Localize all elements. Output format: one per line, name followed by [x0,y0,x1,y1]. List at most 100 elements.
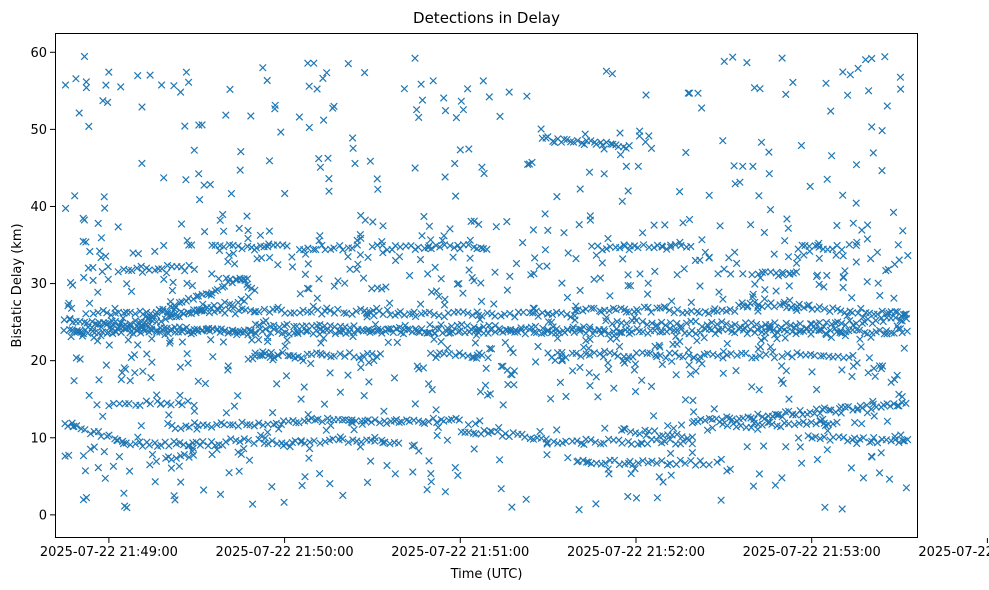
data-point [480,426,488,435]
data-point [687,242,695,251]
data-point [665,306,674,314]
data-point [437,321,445,329]
data-point [897,312,906,320]
data-point [738,162,747,171]
data-point [470,217,479,225]
data-point [779,379,787,388]
data-point [817,352,825,360]
data-point [766,418,774,426]
data-point [138,103,146,111]
data-point [859,434,868,442]
data-point [256,231,265,240]
data-point [762,350,770,359]
data-point [606,292,614,300]
data-point [358,420,367,429]
data-point [631,387,640,396]
data-point [143,350,151,358]
data-point [127,353,136,362]
data-point [209,352,217,361]
data-point [805,301,813,309]
data-point [541,245,550,254]
data-point [643,290,652,298]
data-point [689,396,697,405]
data-point [152,326,161,335]
data-point [834,352,842,361]
data-point [82,493,91,502]
data-point [832,251,840,259]
data-point [562,392,570,401]
data-point [313,85,321,93]
data-point [694,89,702,97]
data-point [413,362,422,370]
data-point [199,486,208,494]
data-point [405,417,414,426]
data-point [591,438,600,446]
data-point [815,239,823,248]
data-point [349,144,357,153]
data-point [126,376,134,385]
data-point [863,277,871,286]
data-point [778,270,787,279]
data-point [616,328,624,337]
data-point [340,309,348,317]
data-point [757,336,765,344]
data-point [137,321,145,330]
data-point [268,482,276,491]
data-point [89,276,97,285]
data-point [234,448,242,456]
data-point [226,435,235,443]
data-point [115,323,124,331]
data-point [68,419,76,427]
data-point [363,313,371,321]
data-point [318,241,326,250]
data-point [636,270,644,278]
data-point [479,77,488,85]
data-point [286,352,294,360]
data-point [604,234,612,243]
data-point [575,505,583,514]
data-point [457,97,466,105]
data-point [373,352,381,361]
data-point [883,417,892,426]
data-point [751,280,759,288]
data-point [869,433,878,442]
data-point [137,262,145,271]
data-point [869,149,878,157]
data-point [445,350,454,358]
data-point [198,307,206,315]
data-point [94,288,102,296]
data-point [531,358,540,366]
data-point [859,474,868,482]
data-point [705,191,713,200]
data-point [773,335,781,343]
data-point [207,423,216,431]
data-point [297,438,305,446]
data-point [667,471,675,479]
data-point [864,87,873,95]
data-point [435,292,443,301]
data-point [782,90,790,99]
data-point [255,321,263,329]
data-point [427,477,436,486]
data-point [481,381,490,390]
data-point [705,460,713,469]
data-point [696,256,704,264]
data-point [749,162,757,171]
data-point [571,316,579,324]
data-point [643,349,651,358]
data-point [79,237,87,246]
data-point [365,378,373,386]
data-point [754,301,763,309]
data-point [263,76,271,85]
data-point [564,453,572,462]
data-point [303,284,312,293]
data-point [244,436,253,445]
y-axis-ticks: 0 10 20 30 40 50 60 [30,46,55,523]
data-point [441,106,450,115]
data-point [599,439,608,448]
data-point [887,329,896,337]
data-point [261,434,270,442]
data-point [341,352,349,361]
data-point [410,441,419,449]
data-point [586,381,594,390]
